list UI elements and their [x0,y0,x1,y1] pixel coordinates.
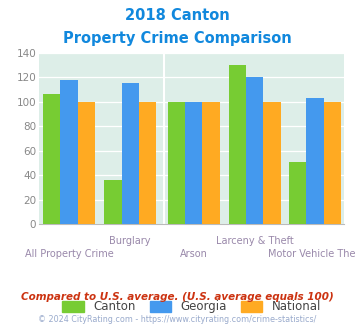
Bar [202,102,220,224]
Text: Compared to U.S. average. (U.S. average equals 100): Compared to U.S. average. (U.S. average … [21,292,334,302]
Bar [246,77,263,224]
Text: Larceny & Theft: Larceny & Theft [216,236,294,246]
Text: 2018 Canton: 2018 Canton [125,8,230,23]
Bar [289,162,306,224]
Bar [263,102,281,224]
Legend: Canton, Georgia, National: Canton, Georgia, National [58,295,326,318]
Text: Motor Vehicle Theft: Motor Vehicle Theft [268,249,355,259]
Bar [324,102,341,224]
Text: Property Crime Comparison: Property Crime Comparison [63,31,292,46]
Bar [185,102,202,224]
Text: Burglary: Burglary [109,236,151,246]
Text: All Property Crime: All Property Crime [25,249,114,259]
Bar [104,180,121,224]
Bar [168,102,185,224]
Text: Arson: Arson [180,249,208,259]
Bar [78,102,95,224]
Bar [60,80,78,224]
Bar [121,83,139,224]
Text: © 2024 CityRating.com - https://www.cityrating.com/crime-statistics/: © 2024 CityRating.com - https://www.city… [38,315,317,324]
Bar [306,98,324,224]
Bar [229,65,246,224]
Bar [43,94,60,224]
Bar [139,102,157,224]
